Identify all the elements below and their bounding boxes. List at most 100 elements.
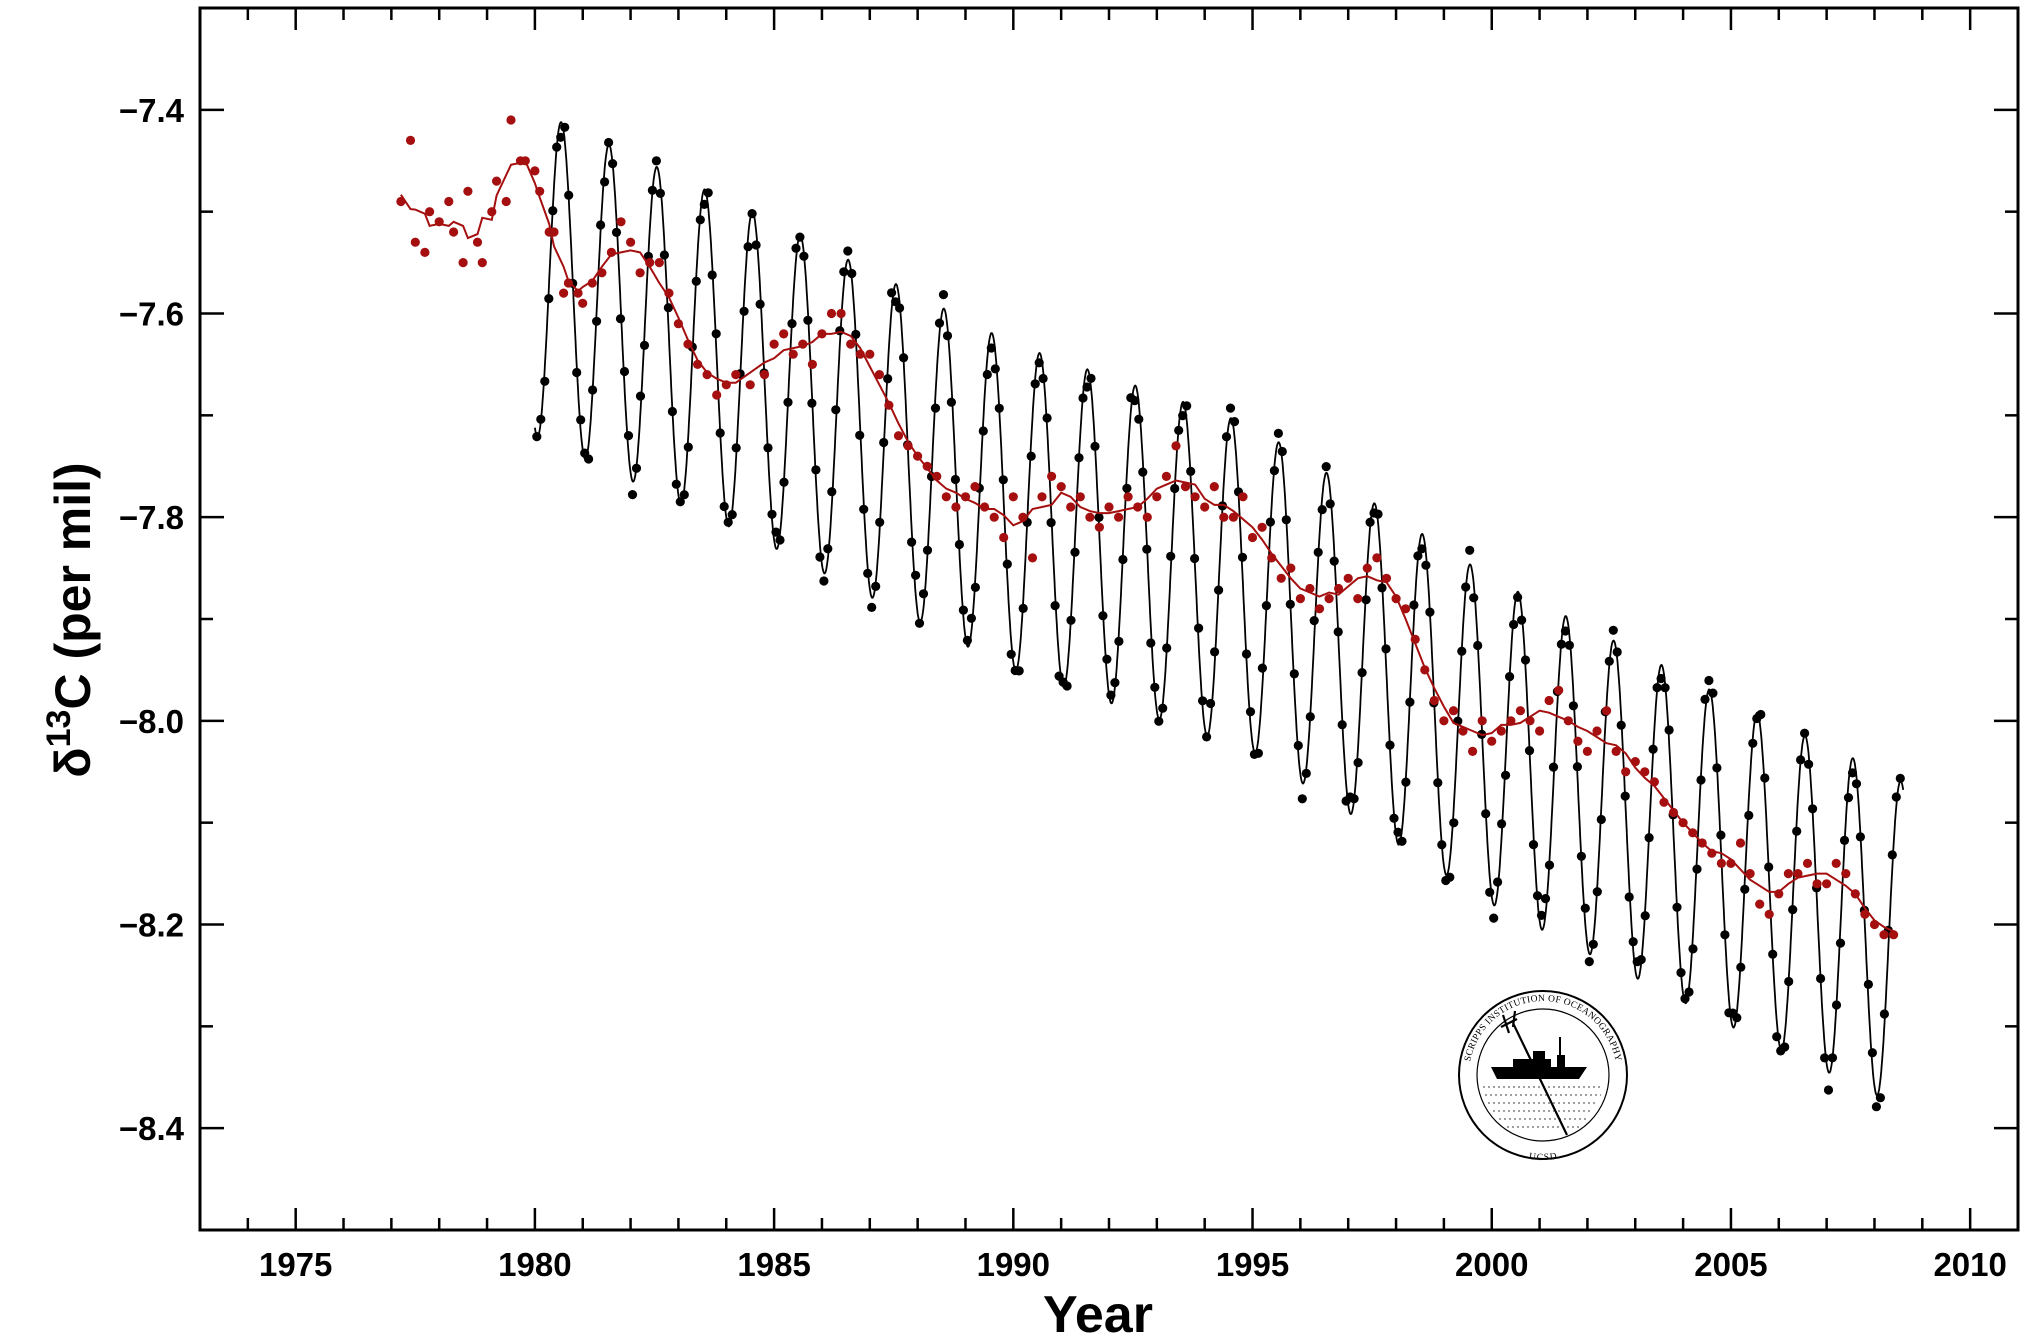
red-data-point	[1630, 757, 1640, 767]
y-tick-label: −7.8	[119, 499, 184, 536]
black-data-point	[1481, 809, 1491, 819]
red-data-point	[1429, 695, 1439, 706]
black-series	[532, 121, 1905, 1112]
black-data-point	[1708, 688, 1718, 698]
red-data-point	[1075, 492, 1085, 502]
black-data-point	[1241, 649, 1252, 659]
black-data-point	[922, 545, 933, 555]
red-data-point	[1295, 594, 1305, 604]
red-data-point	[769, 339, 779, 349]
black-data-point	[1592, 887, 1602, 897]
black-data-point	[1831, 1000, 1842, 1010]
red-data-point	[884, 400, 894, 410]
black-data-point	[1676, 968, 1686, 978]
black-data-point	[767, 509, 777, 519]
red-data-point	[1783, 869, 1793, 879]
black-data-point	[843, 246, 853, 256]
black-data-point	[1505, 672, 1515, 682]
black-data-point	[1110, 678, 1120, 688]
black-data-point	[1046, 518, 1056, 528]
black-data-point	[1150, 682, 1160, 692]
black-data-point	[803, 315, 813, 325]
black-data-point	[918, 589, 929, 599]
red-data-point	[1362, 563, 1372, 573]
black-data-point	[883, 374, 893, 384]
black-data-point	[1321, 462, 1331, 472]
red-data-point	[1133, 502, 1143, 512]
black-data-point	[1517, 615, 1527, 625]
red-data-point	[1860, 909, 1870, 919]
red-data-point	[999, 532, 1009, 543]
red-data-point	[492, 176, 502, 186]
black-data-point	[1576, 851, 1586, 861]
red-data-point	[1889, 930, 1899, 940]
black-data-point	[1788, 905, 1798, 915]
red-data-point	[1745, 869, 1755, 879]
red-data-point	[1209, 482, 1219, 492]
black-data-point	[1285, 599, 1295, 609]
x-axis-ticks	[246, 8, 1972, 1230]
x-tick-label: 1995	[1216, 1246, 1289, 1283]
red-data-point	[520, 156, 530, 166]
black-data-point	[1644, 833, 1654, 843]
black-data-point	[1401, 777, 1411, 787]
red-data-point	[1343, 573, 1353, 583]
black-data-point	[1628, 937, 1638, 947]
black-data-point	[723, 517, 733, 527]
red-data-point	[1085, 512, 1095, 522]
black-data-point	[1509, 619, 1519, 630]
red-data-point	[1123, 492, 1133, 502]
y-axis-ticks	[200, 6, 2018, 1232]
black-data-point	[1198, 696, 1208, 706]
black-data-point	[1381, 644, 1391, 654]
red-data-point	[458, 258, 468, 268]
black-data-point	[1540, 894, 1551, 904]
black-data-point	[1716, 830, 1726, 840]
black-data-point	[763, 443, 773, 453]
black-data-point	[1325, 499, 1335, 509]
black-data-point	[823, 544, 833, 554]
black-data-point	[1493, 877, 1503, 887]
red-data-point	[826, 308, 837, 319]
black-data-point	[1214, 585, 1224, 595]
black-data-point	[1684, 987, 1694, 997]
red-data-point	[1477, 716, 1487, 726]
red-data-point	[1458, 726, 1468, 736]
red-data-point	[970, 482, 980, 492]
red-data-point	[1869, 919, 1880, 930]
black-data-point	[1014, 666, 1024, 676]
black-data-point	[1887, 850, 1897, 860]
red-data-point	[1037, 492, 1047, 502]
black-data-point	[1536, 910, 1547, 921]
black-data-point	[1002, 559, 1012, 569]
red-data-point	[913, 451, 923, 461]
red-data-point	[587, 278, 597, 288]
black-data-point	[986, 343, 996, 353]
black-data-point	[675, 497, 685, 507]
red-data-point	[506, 115, 516, 125]
black-data-point	[1469, 593, 1479, 603]
black-data-point	[576, 415, 586, 425]
x-axis-title: Year	[1043, 1286, 1153, 1341]
red-data-point	[702, 370, 712, 380]
black-data-point	[795, 232, 805, 242]
black-data-point	[532, 432, 542, 442]
black-data-point	[1768, 949, 1778, 959]
red-data-point	[645, 258, 655, 268]
black-data-point	[1225, 403, 1236, 413]
red-data-point	[1439, 716, 1449, 726]
black-data-point	[1261, 601, 1271, 611]
red-data-point	[1314, 604, 1325, 614]
black-data-point	[1560, 626, 1570, 636]
black-data-point	[1696, 775, 1706, 785]
black-data-point	[1800, 728, 1810, 738]
red-data-point	[846, 339, 856, 349]
red-data-point	[1602, 706, 1612, 716]
red-data-point	[616, 217, 626, 227]
black-data-point	[1301, 768, 1311, 779]
black-data-point	[775, 535, 785, 545]
red-data-point	[396, 196, 406, 207]
red-data-point	[1822, 879, 1832, 889]
red-data-point	[444, 196, 454, 207]
red-data-point	[1305, 583, 1315, 594]
